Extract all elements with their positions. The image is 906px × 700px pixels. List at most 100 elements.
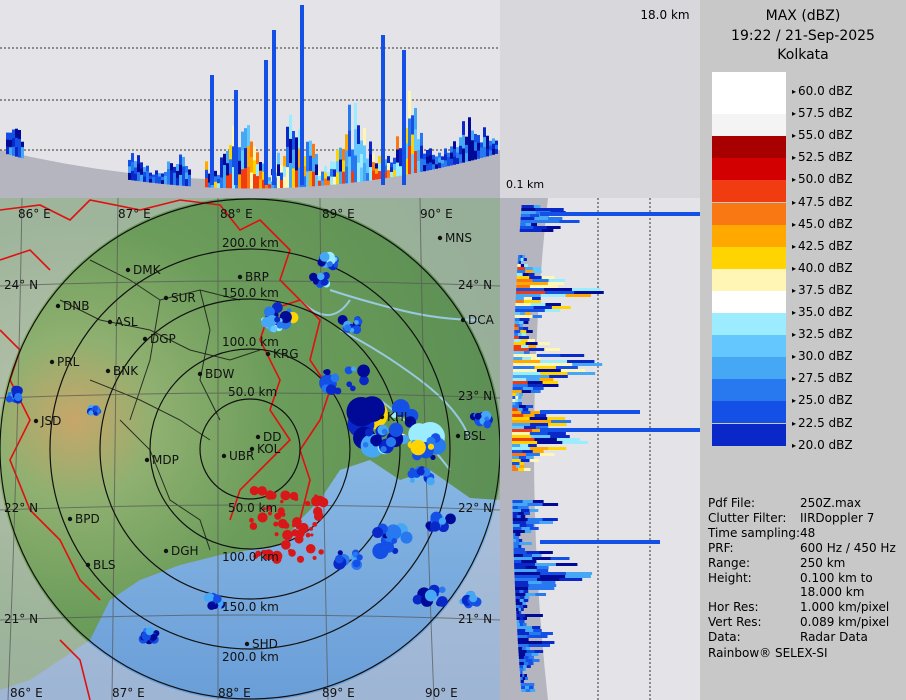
profile-echo — [339, 147, 342, 161]
profile-echo — [512, 387, 524, 390]
profile-echo — [520, 217, 535, 220]
profile-echo — [519, 602, 523, 605]
profile-echo — [363, 163, 366, 182]
profile-echo — [321, 180, 324, 186]
clutter-echo — [249, 485, 260, 496]
profile-echo — [512, 450, 523, 453]
profile-echo — [295, 153, 298, 171]
clutter-echo — [311, 495, 322, 507]
profile-echo — [512, 435, 532, 438]
profile-echo — [232, 125, 235, 147]
profile-echo — [18, 138, 21, 149]
profile-echo — [21, 152, 24, 159]
profile-echo — [295, 137, 298, 155]
radar-echo — [469, 594, 478, 603]
profile-echo — [259, 170, 262, 180]
radar-echo — [439, 586, 446, 594]
city-label: KRG — [273, 347, 299, 361]
range-ring-label: 200.0 km — [222, 650, 279, 664]
profile-echo — [529, 509, 539, 512]
profile-echo — [396, 149, 399, 164]
profile-echo — [525, 686, 530, 689]
profile-echo — [527, 518, 543, 521]
profile-echo — [339, 171, 342, 184]
profile-echo — [468, 117, 471, 133]
city-marker — [85, 562, 91, 568]
profile-echo — [534, 650, 544, 653]
profile-echo — [519, 590, 525, 593]
profile-echo — [527, 384, 544, 387]
profile-echo — [515, 393, 520, 396]
profile-echo — [435, 160, 438, 165]
profile-echo — [523, 321, 529, 324]
profile-echo — [492, 143, 495, 150]
profile-echo — [259, 162, 262, 172]
radar-echo — [364, 428, 374, 437]
profile-echo — [444, 148, 447, 155]
clutter-echo — [285, 495, 290, 500]
profile-echo — [520, 223, 527, 226]
profile-echo — [143, 176, 146, 182]
profile-echo — [519, 261, 522, 264]
lon-label-top: 86° E — [18, 207, 51, 221]
profile-echo — [548, 423, 567, 426]
profile-echo — [513, 357, 523, 360]
profile-echo — [518, 545, 522, 548]
profile-echo — [477, 150, 480, 159]
profile-echo — [268, 180, 271, 185]
radar-echo — [404, 416, 417, 428]
profile-echo — [512, 402, 516, 405]
lat-label-left: 21° N — [4, 612, 38, 626]
profile-echo — [330, 168, 333, 178]
profile-echo — [477, 135, 480, 144]
profile-echo — [360, 140, 363, 155]
profile-echo — [514, 584, 530, 587]
profile-echo — [420, 158, 423, 172]
info-row: Pdf File: 250Z.max — [708, 496, 861, 510]
profile-echo — [528, 662, 534, 665]
radar-echo — [271, 302, 283, 313]
profile-echo — [540, 428, 700, 432]
radar-map: 86° E 87° E 88° E 89° E 90° E 86° E 87° … — [0, 0, 700, 700]
city-label: DCA — [468, 313, 495, 327]
profile-echo — [555, 366, 578, 369]
profile-echo — [514, 324, 518, 327]
profile-echo — [333, 162, 336, 170]
profile-echo — [522, 680, 525, 683]
city-marker — [105, 368, 111, 374]
range-ring-label: 100.0 km — [222, 335, 279, 349]
color-scale-swatch — [712, 313, 786, 336]
profile-echo — [528, 348, 545, 351]
color-scale-label: 50.0 dBZ — [792, 172, 853, 186]
range-ring-label: 150.0 km — [222, 600, 279, 614]
station-name: Kolkata — [777, 47, 829, 63]
profile-echo — [524, 674, 527, 677]
profile-echo — [528, 656, 534, 659]
city-marker — [49, 359, 55, 365]
profile-echo — [522, 623, 527, 626]
profile-echo — [521, 689, 527, 692]
profile-echo — [523, 605, 528, 608]
radar-echo — [429, 521, 441, 532]
profile-echo — [247, 125, 250, 147]
profile-echo — [462, 148, 465, 163]
radar-echo — [88, 410, 94, 416]
radar-echo — [261, 317, 272, 328]
profile-echo — [527, 339, 535, 342]
profile-echo — [551, 306, 571, 309]
profile-echo — [444, 160, 447, 167]
profile-echo — [529, 632, 542, 635]
profile-echo — [521, 211, 537, 214]
profile-echo — [521, 390, 532, 393]
profile-echo — [530, 423, 549, 426]
lat-label-right: 24° N — [458, 278, 492, 292]
profile-echo — [536, 569, 549, 572]
profile-echo — [547, 447, 567, 450]
profile-echo — [238, 160, 241, 175]
profile-echo — [550, 435, 570, 438]
profile-echo — [324, 172, 327, 180]
color-scale-swatch — [712, 335, 786, 358]
radar-echo — [319, 252, 330, 262]
profile-echo — [522, 387, 534, 390]
color-scale-swatch — [712, 401, 786, 424]
